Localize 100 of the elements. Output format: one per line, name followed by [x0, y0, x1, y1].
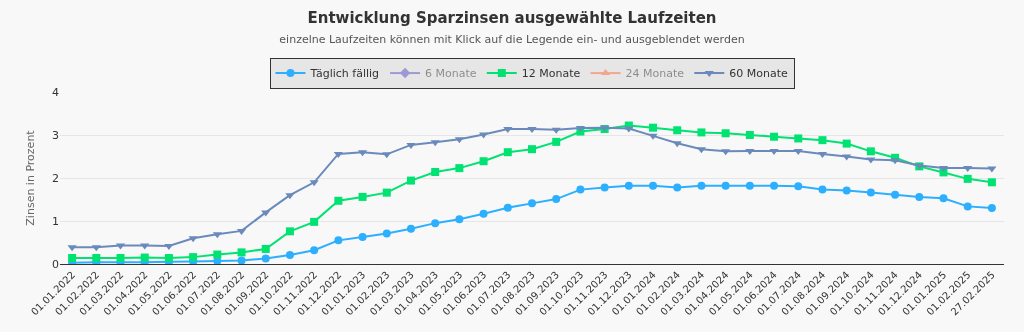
chart-subtitle: einzelne Laufzeiten können mit Klick auf die Legende ein- und ausgeblendet werden — [279, 32, 745, 46]
point — [745, 148, 755, 155]
point — [649, 123, 658, 132]
point — [963, 202, 972, 211]
point — [770, 181, 779, 190]
point — [673, 183, 682, 192]
point — [479, 157, 488, 166]
point — [189, 253, 198, 262]
point — [673, 126, 682, 135]
point — [721, 181, 730, 190]
point — [793, 148, 803, 155]
point — [261, 254, 270, 263]
point — [551, 127, 561, 134]
point — [963, 174, 972, 183]
point — [382, 229, 391, 238]
point — [431, 219, 440, 228]
point — [188, 236, 198, 243]
legend-label: 60 Monate — [729, 67, 789, 81]
point — [92, 253, 101, 262]
chart-title: Entwicklung Sparzinsen ausgewählte Laufzeiten — [307, 9, 717, 28]
point — [866, 147, 875, 156]
point — [358, 192, 367, 201]
point — [213, 250, 222, 259]
point — [116, 253, 125, 262]
point — [67, 245, 77, 252]
point — [745, 131, 754, 139]
point — [333, 151, 343, 158]
point — [503, 148, 512, 157]
point — [697, 181, 706, 190]
point — [721, 149, 731, 156]
point — [527, 126, 537, 133]
point — [987, 178, 996, 187]
point — [769, 148, 779, 155]
point — [382, 188, 391, 197]
point — [987, 204, 996, 213]
point — [285, 193, 295, 200]
point — [285, 250, 294, 259]
point — [406, 176, 415, 185]
y-tick-label: 1 — [52, 214, 59, 228]
point — [406, 142, 416, 149]
legend-label: 12 Monate — [521, 67, 581, 81]
point — [915, 192, 924, 201]
point — [939, 194, 948, 203]
point — [794, 134, 803, 143]
point — [503, 203, 512, 212]
point — [600, 183, 609, 192]
point — [672, 141, 682, 148]
point — [358, 232, 367, 241]
point — [382, 152, 392, 159]
point — [310, 217, 319, 226]
point — [649, 181, 658, 190]
point — [697, 128, 706, 137]
point — [237, 256, 246, 264]
point — [261, 210, 271, 217]
point — [866, 188, 875, 197]
point — [576, 185, 585, 194]
point — [285, 227, 294, 236]
point — [431, 167, 440, 176]
point — [310, 246, 319, 255]
point — [842, 139, 851, 148]
point — [406, 224, 415, 233]
point — [91, 245, 101, 252]
point — [528, 145, 536, 154]
point — [164, 243, 174, 250]
point — [891, 190, 900, 199]
point — [237, 248, 246, 257]
point — [745, 181, 754, 190]
point — [261, 244, 270, 253]
point — [794, 182, 803, 191]
legend-label: 24 Monate — [625, 67, 685, 81]
point — [890, 158, 900, 165]
y-axis-title: Zinsen in Prozent — [23, 129, 37, 226]
y-tick-label: 2 — [52, 171, 59, 185]
point — [552, 195, 561, 204]
point — [164, 253, 173, 262]
point — [503, 126, 513, 133]
point — [552, 137, 561, 146]
point — [455, 215, 464, 224]
point — [212, 232, 222, 239]
point — [842, 186, 851, 195]
y-tick-label: 0 — [52, 257, 59, 271]
point — [624, 181, 633, 190]
point — [430, 140, 440, 147]
point — [479, 209, 488, 218]
point — [818, 185, 827, 194]
point — [454, 137, 464, 144]
point — [455, 164, 464, 173]
point — [721, 129, 730, 138]
legend-label: Täglich fällig — [309, 67, 380, 81]
point — [770, 132, 779, 141]
y-tick-label: 4 — [52, 85, 59, 99]
point — [309, 180, 319, 187]
point — [334, 196, 343, 205]
point — [68, 253, 77, 262]
point — [818, 136, 827, 145]
point — [334, 236, 343, 245]
point — [140, 253, 149, 262]
point — [648, 133, 658, 140]
y-tick-label: 3 — [52, 128, 59, 142]
point — [963, 166, 973, 173]
